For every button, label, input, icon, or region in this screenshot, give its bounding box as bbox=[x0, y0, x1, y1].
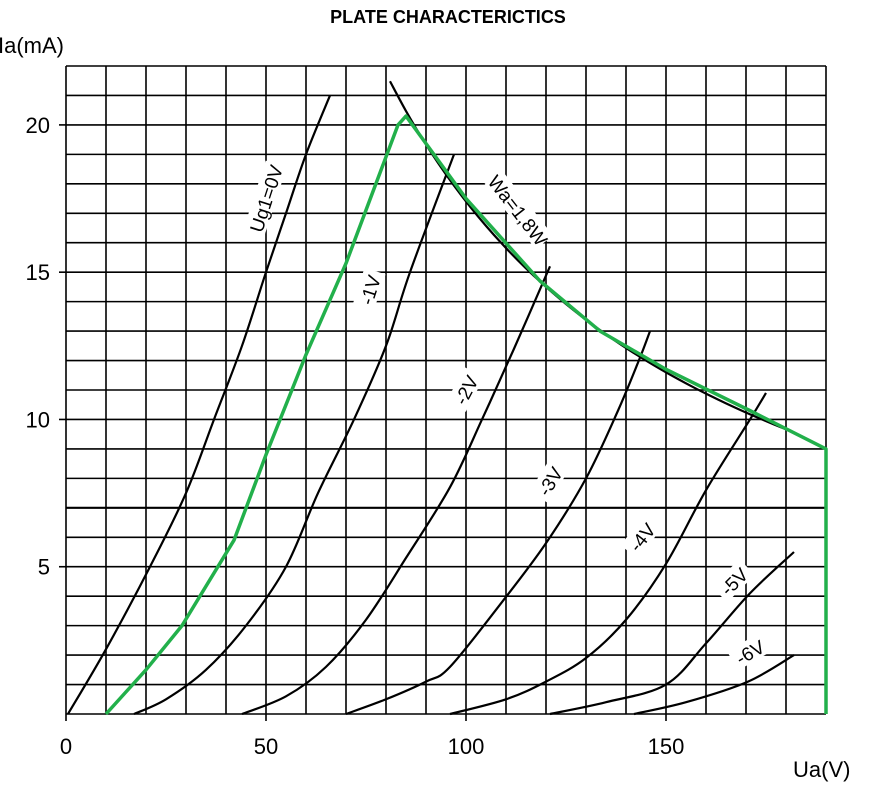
curve--6v bbox=[633, 654, 795, 716]
chart-title: PLATE CHARACTERICTICS bbox=[330, 7, 566, 27]
curves bbox=[67, 80, 795, 716]
curve-label-background bbox=[727, 632, 772, 671]
curve--5v bbox=[549, 551, 795, 716]
grid bbox=[65, 65, 827, 715]
x-axis-label: Ua(V) bbox=[793, 757, 850, 782]
curve-label-background bbox=[352, 267, 386, 312]
curve--1v bbox=[133, 153, 456, 716]
x-tick-label: 50 bbox=[254, 734, 278, 759]
curve-label: -3V bbox=[529, 458, 569, 504]
curve-label-background bbox=[529, 458, 569, 504]
x-tick-label: 100 bbox=[448, 734, 485, 759]
curve-label-background bbox=[446, 367, 484, 412]
y-tick-label: 15 bbox=[26, 260, 50, 285]
curve-label-background bbox=[243, 160, 287, 236]
curve--4v bbox=[449, 392, 767, 716]
axis-ticks: 0 50 100 150 5 10 15 20 bbox=[26, 113, 685, 759]
x-tick-label: 0 bbox=[60, 734, 72, 759]
curve-label-background bbox=[620, 514, 662, 559]
y-axis-label: Ia(mA) bbox=[0, 33, 64, 58]
curve-wa-1-8w bbox=[389, 80, 791, 432]
y-tick-label: 10 bbox=[26, 407, 50, 432]
load-line bbox=[104, 114, 828, 716]
curve-label: -5V bbox=[711, 559, 755, 603]
curve-label: -4V bbox=[620, 514, 662, 559]
curve--2v bbox=[241, 265, 552, 716]
y-tick-label: 5 bbox=[38, 555, 50, 580]
curve-ug1-0v bbox=[67, 95, 332, 715]
curve-label: Wa=1,8W bbox=[483, 170, 554, 251]
curve-label: -6V bbox=[727, 632, 772, 671]
curve-label-background bbox=[711, 559, 755, 603]
x-tick-label: 150 bbox=[648, 734, 685, 759]
curve-label-background bbox=[484, 170, 554, 250]
curve-label: -1V bbox=[352, 267, 386, 312]
y-tick-label: 20 bbox=[26, 113, 50, 138]
curve--3v bbox=[345, 330, 652, 716]
